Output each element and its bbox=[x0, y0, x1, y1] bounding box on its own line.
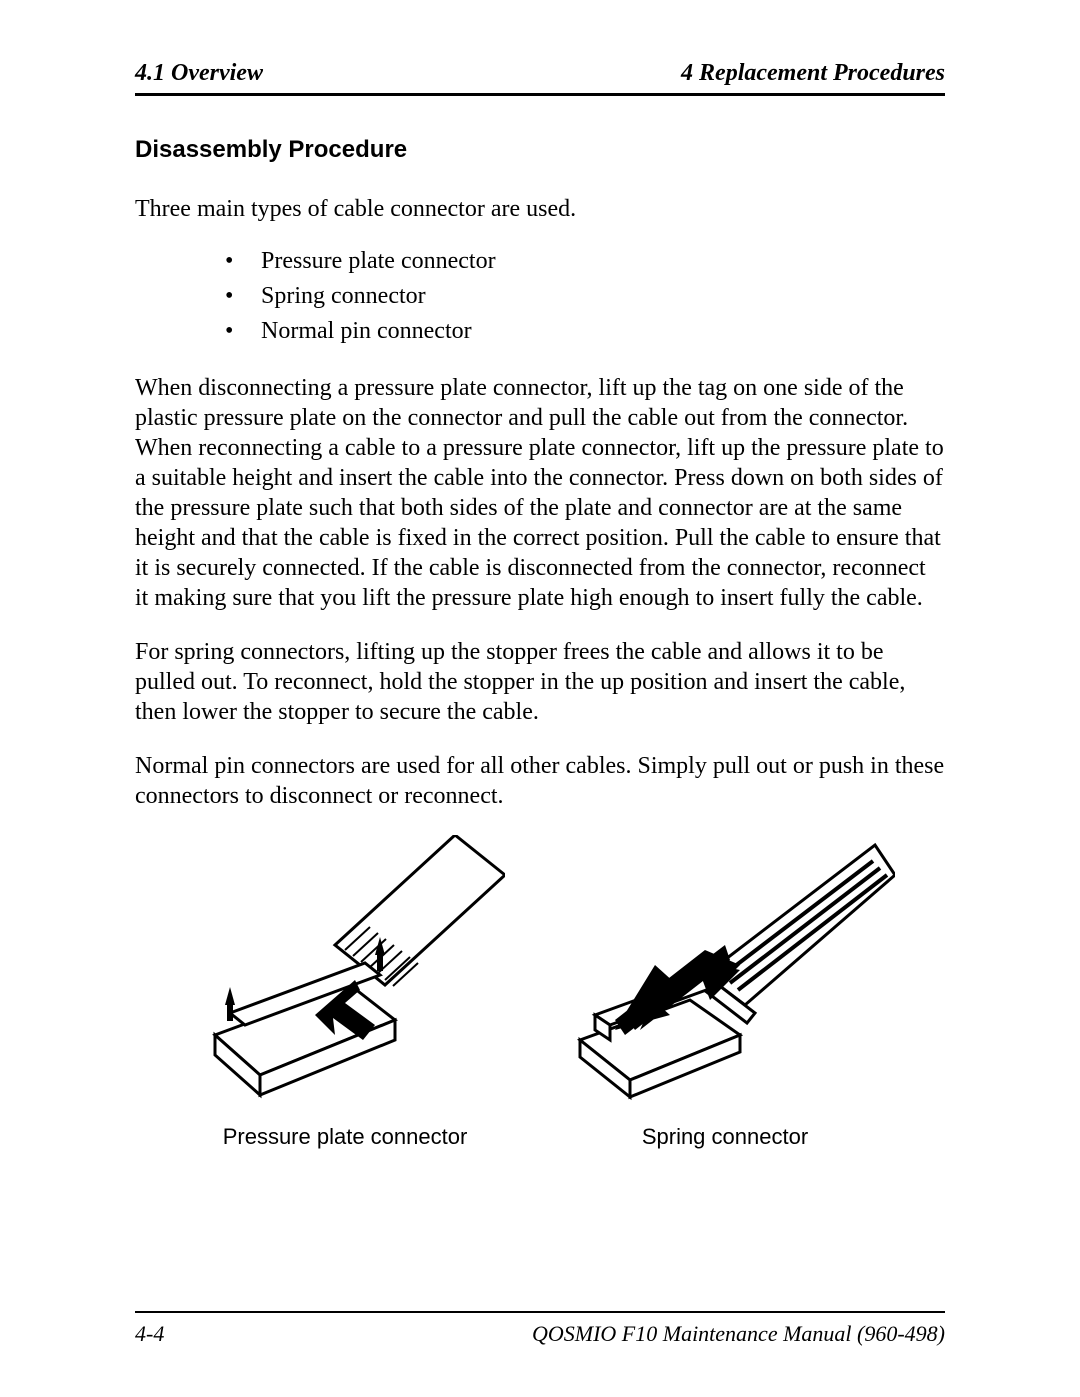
paragraph-pressure-plate: When disconnecting a pressure plate conn… bbox=[135, 373, 945, 613]
figure-pressure-plate: Pressure plate connector bbox=[185, 835, 505, 1150]
footer-page-number: 4-4 bbox=[135, 1321, 164, 1347]
figure-row: Pressure plate connector bbox=[135, 835, 945, 1150]
paragraph-pin: Normal pin connectors are used for all o… bbox=[135, 751, 945, 811]
footer-rule bbox=[135, 1311, 945, 1313]
spring-connector-icon bbox=[555, 835, 895, 1105]
header-rule bbox=[135, 93, 945, 96]
list-item: Pressure plate connector bbox=[225, 248, 945, 275]
connector-type-list: Pressure plate connector Spring connecto… bbox=[225, 248, 945, 345]
page-header: 4.1 Overview 4 Replacement Procedures bbox=[135, 60, 945, 87]
section-heading: Disassembly Procedure bbox=[135, 136, 945, 164]
header-right: 4 Replacement Procedures bbox=[681, 60, 945, 87]
figure-caption: Spring connector bbox=[555, 1124, 895, 1150]
intro-paragraph: Three main types of cable connector are … bbox=[135, 194, 945, 224]
header-left: 4.1 Overview bbox=[135, 60, 263, 87]
page-footer: 4-4 QOSMIO F10 Maintenance Manual (960-4… bbox=[135, 1311, 945, 1347]
list-item: Normal pin connector bbox=[225, 318, 945, 345]
figure-caption: Pressure plate connector bbox=[185, 1124, 505, 1150]
footer-manual-title: QOSMIO F10 Maintenance Manual (960-498) bbox=[532, 1321, 945, 1347]
page: 4.1 Overview 4 Replacement Procedures Di… bbox=[0, 0, 1080, 1397]
figure-spring: Spring connector bbox=[555, 835, 895, 1150]
paragraph-spring: For spring connectors, lifting up the st… bbox=[135, 637, 945, 727]
list-item: Spring connector bbox=[225, 283, 945, 310]
pressure-plate-connector-icon bbox=[185, 835, 505, 1105]
